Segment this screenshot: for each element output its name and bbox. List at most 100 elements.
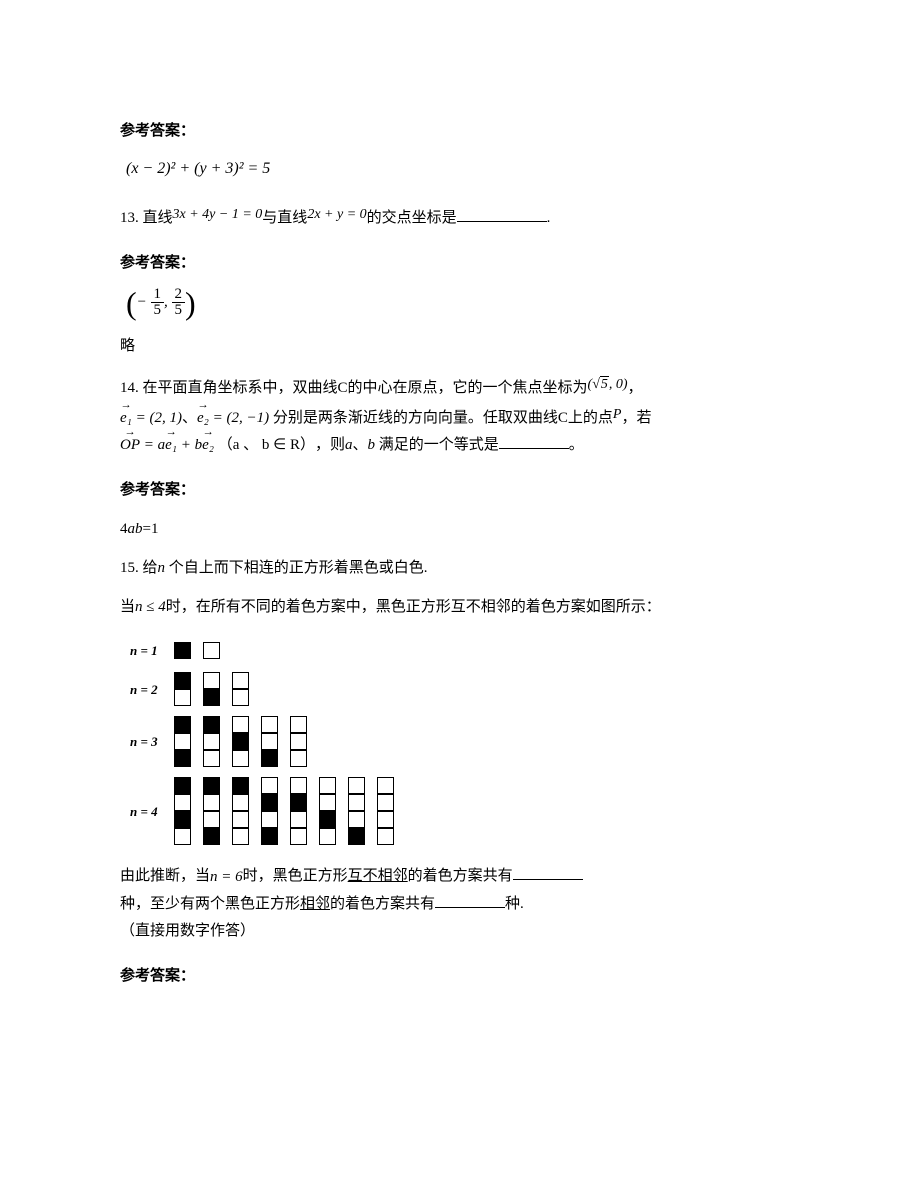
square-white: [348, 777, 365, 794]
q14-t3: ，若: [621, 410, 651, 426]
square-white: [348, 811, 365, 828]
pattern-column: [319, 777, 336, 845]
q13-neg: −: [137, 289, 147, 316]
square-black: [348, 828, 365, 845]
square-white: [377, 777, 394, 794]
pattern-column: [261, 716, 278, 767]
q15-line4: 种，至少有两个黑色正方形相邻的着色方案共有种.: [120, 891, 800, 918]
square-white: [232, 828, 249, 845]
square-white: [261, 811, 278, 828]
square-black: [319, 811, 336, 828]
square-black: [203, 828, 220, 845]
q13-after: 的交点坐标是: [367, 210, 457, 226]
square-white: [232, 716, 249, 733]
square-black: [203, 716, 220, 733]
pattern-column: [290, 716, 307, 767]
q15-diagram: n = 1 n = 2 n = 3 n = 4: [130, 639, 800, 845]
square-white: [232, 811, 249, 828]
square-white: [174, 828, 191, 845]
square-white: [203, 672, 220, 689]
square-white: [203, 794, 220, 811]
pattern-column: [348, 777, 365, 845]
q14-blank: [499, 433, 569, 449]
square-white: [319, 794, 336, 811]
square-white: [261, 733, 278, 750]
q14-t1: 在平面直角坐标系中，双曲线C的中心在原点，它的一个焦点坐标为: [139, 380, 588, 396]
q15-n: n: [158, 555, 166, 582]
square-white: [232, 750, 249, 767]
pattern-column: [261, 777, 278, 845]
diagram-row-n3: n = 3: [130, 716, 800, 767]
square-black: [174, 672, 191, 689]
diagram-row-n1: n = 1: [130, 639, 800, 662]
q13-frac1: 15: [151, 287, 165, 318]
square-white: [261, 777, 278, 794]
q14-t4: ，则: [315, 437, 345, 453]
square-black: [261, 750, 278, 767]
square-white: [290, 750, 307, 767]
answer-heading: 参考答案：: [120, 118, 800, 145]
col-group-n4: [174, 777, 394, 845]
square-white: [232, 672, 249, 689]
square-white: [232, 794, 249, 811]
q13-answer: (− 15, 25): [126, 287, 800, 319]
square-black: [232, 733, 249, 750]
answer-heading-14: 参考答案：: [120, 477, 800, 504]
q15-line3: 由此推断，当n = 6时，黑色正方形互不相邻的着色方案共有: [120, 863, 800, 890]
square-white: [377, 828, 394, 845]
q14-focus: (√5, 0): [588, 372, 628, 397]
square-black: [174, 642, 191, 659]
q15-number: 15.: [120, 560, 139, 576]
col-group-n3: [174, 716, 307, 767]
pattern-column: [203, 672, 220, 706]
diagram-row-n4: n = 4: [130, 777, 800, 845]
q14-number: 14.: [120, 380, 139, 396]
q13-text: 13. 直线3x + 4y − 1 = 0与直线2x + y = 0的交点坐标是…: [120, 202, 800, 232]
col-group-n1: [174, 642, 220, 659]
q15-cond: n ≤ 4: [135, 594, 166, 621]
square-black: [203, 777, 220, 794]
pattern-column: [174, 672, 191, 706]
q15-blank1: [513, 864, 583, 880]
q13-blank: [457, 206, 547, 222]
square-white: [232, 689, 249, 706]
q15-line2: 当n ≤ 4时，在所有不同的着色方案中，黑色正方形互不相邻的着色方案如图所示：: [120, 594, 800, 621]
pattern-column: [377, 777, 394, 845]
square-black: [261, 828, 278, 845]
q14-op-eq: OP = ae₁ + be₂: [120, 432, 214, 459]
q15-cond2: n = 6: [210, 864, 243, 891]
pattern-column: [232, 777, 249, 845]
q15-u1: 互不相邻: [348, 868, 408, 884]
q14-sep: 、: [182, 410, 197, 426]
q13-comma: ,: [164, 289, 168, 316]
square-white: [319, 828, 336, 845]
q13-line2-formula: 2x + y = 0: [307, 202, 366, 227]
pattern-column: [203, 777, 220, 845]
pattern-column: [203, 716, 220, 767]
open-paren: (: [126, 287, 137, 319]
square-black: [174, 716, 191, 733]
q14-a: a: [345, 432, 353, 459]
q14-t6: 满足的一个等式是: [375, 437, 499, 453]
square-black: [174, 750, 191, 767]
square-white: [203, 811, 220, 828]
square-black: [174, 811, 191, 828]
q14-end: 。: [569, 437, 584, 453]
row-label: n = 1: [130, 639, 174, 662]
q14-t2: 分别是两条渐近线的方向向量。任取双曲线C上的点: [269, 410, 613, 426]
q13-line1-formula: 3x + 4y − 1 = 0: [173, 202, 263, 227]
pattern-column: [203, 642, 220, 659]
q14-b: b: [368, 432, 376, 459]
square-white: [203, 733, 220, 750]
pattern-column: [232, 672, 249, 706]
q13-note: 略: [120, 333, 800, 360]
q15-line5: （直接用数字作答）: [120, 918, 800, 945]
q15-line1: 15. 给n 个自上而下相连的正方形着黑色或白色.: [120, 555, 800, 582]
q12-answer-formula: (x − 2)² + (y + 3)² = 5: [126, 155, 800, 184]
q15-blank2: [435, 892, 505, 908]
close-paren: ): [185, 287, 196, 319]
q14-comma: ，: [628, 380, 643, 396]
square-white: [290, 828, 307, 845]
q14-t5: 、: [353, 437, 368, 453]
square-white: [174, 689, 191, 706]
